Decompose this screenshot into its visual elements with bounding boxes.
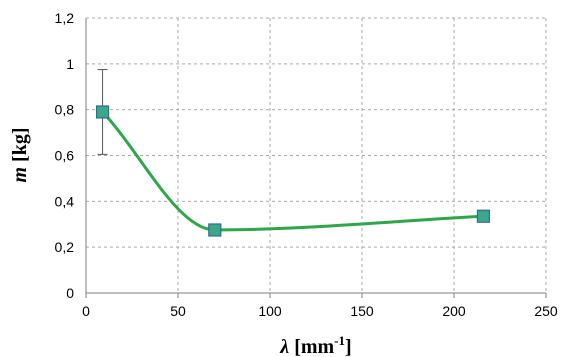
data-point — [95, 105, 110, 119]
data-point — [208, 223, 222, 237]
x-tick-label: 50 — [170, 303, 186, 319]
x-axis-title: λ [mm-1] — [279, 333, 351, 357]
y-tick-label: 0,6 — [55, 148, 75, 164]
y-axis-title: m [kg] — [9, 127, 31, 182]
x-tick-label: 100 — [258, 303, 282, 319]
x-tick-label: 150 — [350, 303, 374, 319]
grid — [86, 17, 547, 293]
y-tick-label: 0,2 — [55, 239, 75, 255]
tick-labels: 0 0,2 0,4 0,6 0,8 1 1,2 0 50 100 150 200 250 — [55, 10, 558, 319]
y-tick-label: 0,8 — [55, 102, 75, 118]
y-tick-label: 1,2 — [55, 10, 75, 26]
x-tick-label: 0 — [82, 303, 90, 319]
x-tick-label: 250 — [534, 303, 558, 319]
axes — [85, 18, 547, 298]
y-tick-label: 1 — [66, 56, 74, 72]
data-point — [476, 209, 491, 223]
y-tick-label: 0 — [66, 285, 74, 301]
x-tick-label: 200 — [442, 303, 466, 319]
y-tick-label: 0,4 — [55, 193, 75, 209]
series-layer — [95, 69, 491, 237]
series-line — [101, 110, 484, 232]
